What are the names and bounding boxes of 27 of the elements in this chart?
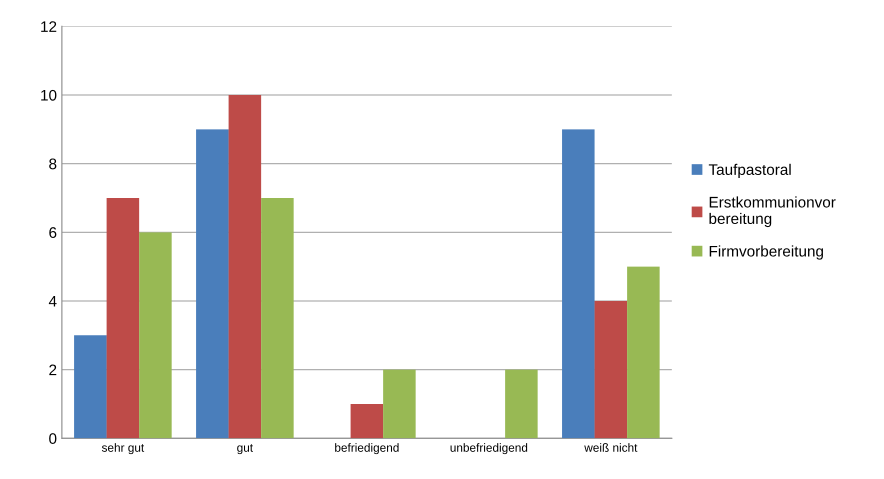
bar	[196, 129, 229, 438]
y-tick-label: 8	[49, 158, 56, 170]
legend-label: Firmvorbereitung	[710, 245, 823, 260]
bar	[139, 232, 172, 438]
bar	[261, 198, 294, 438]
bar	[228, 95, 262, 438]
legend-label: Erstkommunionvorbereitung	[709, 196, 836, 228]
y-tick-label: 10	[41, 90, 56, 101]
y-tick-label: 0	[49, 433, 56, 444]
bar	[106, 198, 140, 438]
bar	[594, 300, 628, 438]
y-tick-label: 6	[49, 227, 56, 238]
x-tick-label: gut	[237, 444, 253, 454]
bar	[383, 370, 416, 438]
bar	[350, 404, 384, 438]
y-tick-label: 4	[48, 296, 57, 307]
x-tick-label: sehr gut	[102, 443, 144, 454]
y-tick-label: 12	[41, 21, 56, 32]
x-tick-label: weiß nicht	[584, 443, 638, 452]
y-tick-label: 2	[49, 364, 56, 376]
legend-label: Taufpastoral	[708, 164, 791, 178]
bar	[505, 370, 538, 438]
bar	[562, 129, 595, 438]
bar	[627, 266, 660, 438]
x-tick-label: unbefriedigend	[450, 443, 528, 454]
bar	[74, 335, 107, 438]
x-tick-label: befriedigend	[335, 443, 399, 454]
